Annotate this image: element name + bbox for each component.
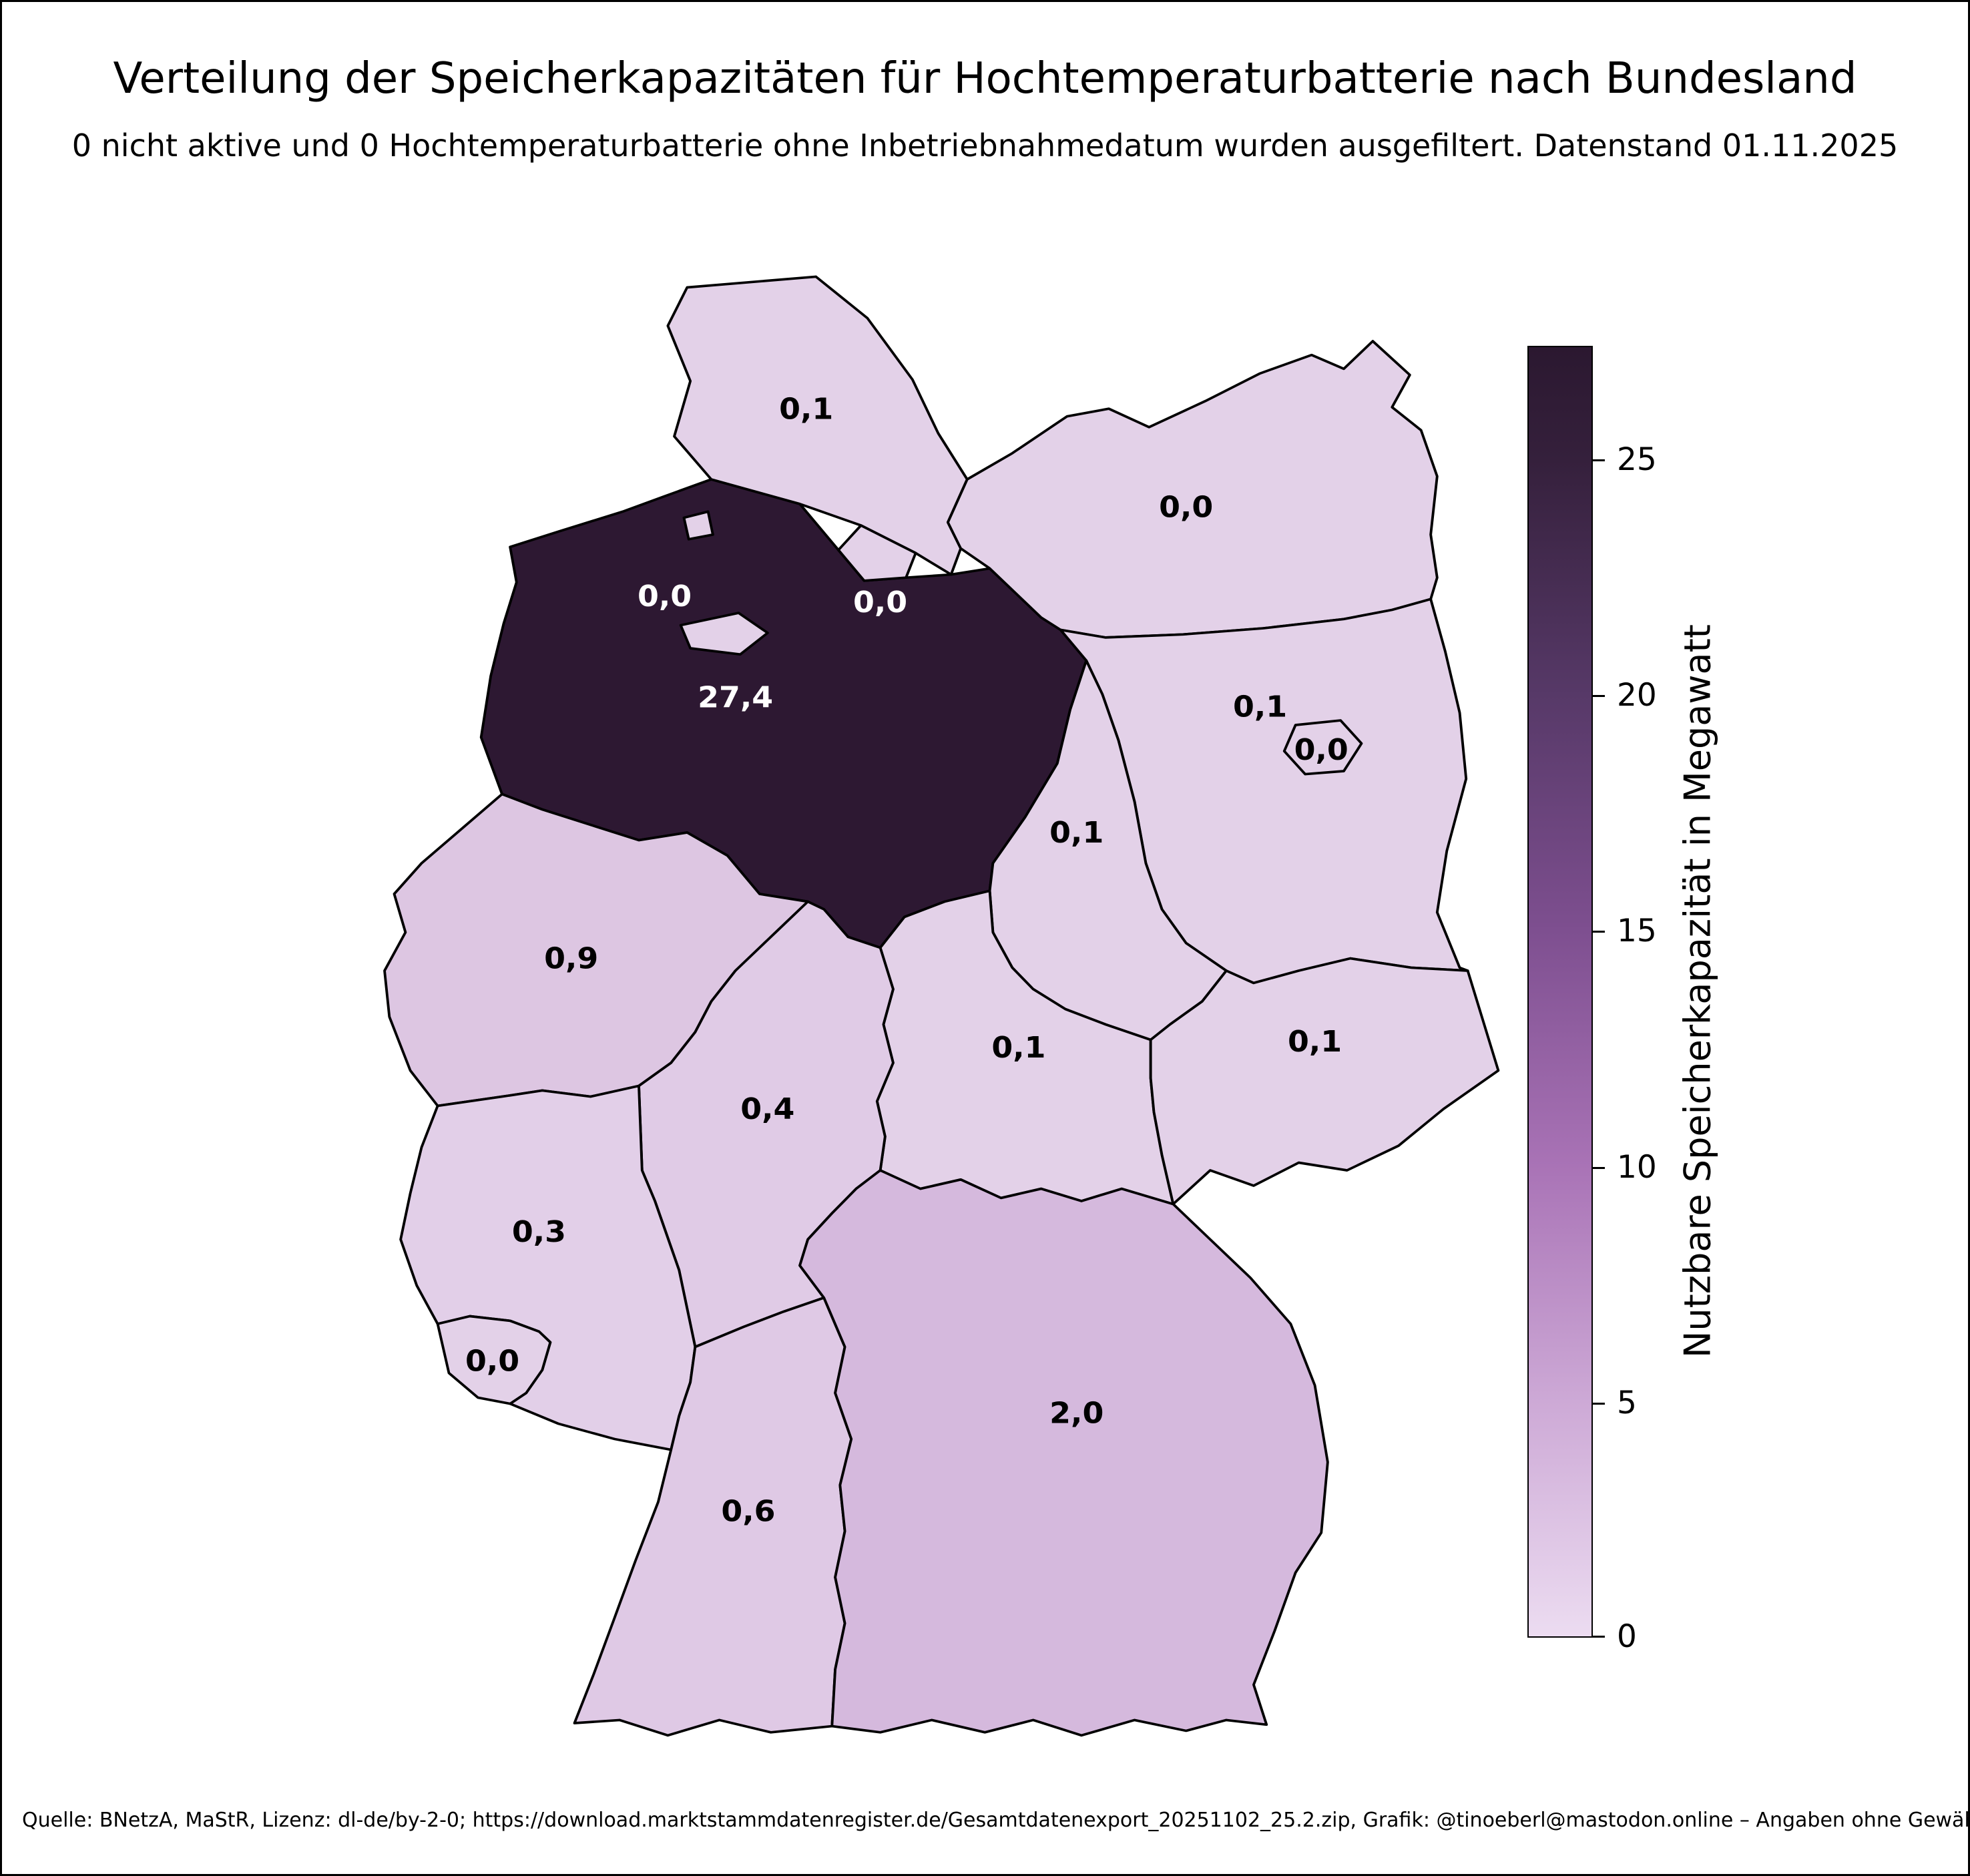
- value-label-nordrhein-westfalen: 0,9: [544, 941, 598, 976]
- value-label-berlin: 0,0: [1294, 732, 1348, 767]
- state-shape-hamburg: [837, 524, 917, 582]
- value-label-hessen: 0,4: [740, 1092, 794, 1126]
- value-label-sachsen: 0,1: [1288, 1024, 1342, 1059]
- value-label-schleswig-holstein: 0,1: [779, 391, 833, 426]
- colorbar-tick-mark: [1591, 1167, 1605, 1169]
- colorbar-tick-mark: [1591, 931, 1605, 933]
- colorbar-tick-label: 10: [1617, 1149, 1657, 1186]
- state-shape-bayern: [798, 1169, 1329, 1737]
- value-label-thueringen: 0,1: [991, 1030, 1045, 1065]
- colorbar-tick-label: 0: [1617, 1618, 1637, 1655]
- colorbar-tick-label: 20: [1617, 677, 1657, 714]
- value-label-sachsen-anhalt: 0,1: [1049, 815, 1103, 850]
- colorbar: 25 20 15 10 5 0: [1527, 346, 1657, 1655]
- colorbar-tick-mark: [1591, 1403, 1605, 1405]
- colorbar-tick-label: 25: [1617, 441, 1657, 478]
- colorbar-axis-label: Nutzbare Speicherkapazität in Megawatt: [1676, 624, 1719, 1359]
- value-label-niedersachsen: 27,4: [698, 680, 773, 715]
- state-shape-bremen: [679, 510, 769, 656]
- value-label-saarland: 0,0: [465, 1343, 519, 1378]
- source-credit-line: Quelle: BNetzA, MaStR, Lizenz: dl-de/by-…: [22, 1809, 1970, 1832]
- colorbar-tick-mark: [1591, 459, 1605, 461]
- state-shape-sachsen: [1149, 957, 1500, 1206]
- value-label-baden-wuerttemberg: 0,6: [721, 1494, 775, 1529]
- colorbar-tick-label: 15: [1617, 913, 1657, 949]
- value-label-bayern: 2,0: [1049, 1396, 1103, 1431]
- state-shape-berlin: [1282, 719, 1363, 776]
- colorbar-tick-mark: [1591, 1636, 1605, 1638]
- colorbar-tick-label: 5: [1617, 1385, 1637, 1421]
- chart-subtitle: 0 nicht aktive und 0 Hochtemperaturbatte…: [71, 128, 1899, 164]
- value-label-bremen: 0,0: [638, 579, 692, 614]
- state-shape-schleswig-holstein: [666, 275, 969, 576]
- value-label-brandenburg: 0,1: [1233, 690, 1287, 724]
- value-label-mecklenburg-vorpommern: 0,0: [1159, 490, 1213, 525]
- state-shape-saarland: [436, 1315, 552, 1405]
- chart-title: Verteilung der Speicherkapazitäten für H…: [113, 54, 1857, 103]
- germany-choropleth-map: 0,1 0,0 27,4 0,0 0,0 0,1 0,0 0,1 0,9 0,4…: [383, 275, 1500, 1737]
- value-label-hamburg: 0,0: [853, 585, 907, 620]
- colorbar-tick-mark: [1591, 695, 1605, 697]
- value-label-rheinland-pfalz: 0,3: [512, 1214, 566, 1249]
